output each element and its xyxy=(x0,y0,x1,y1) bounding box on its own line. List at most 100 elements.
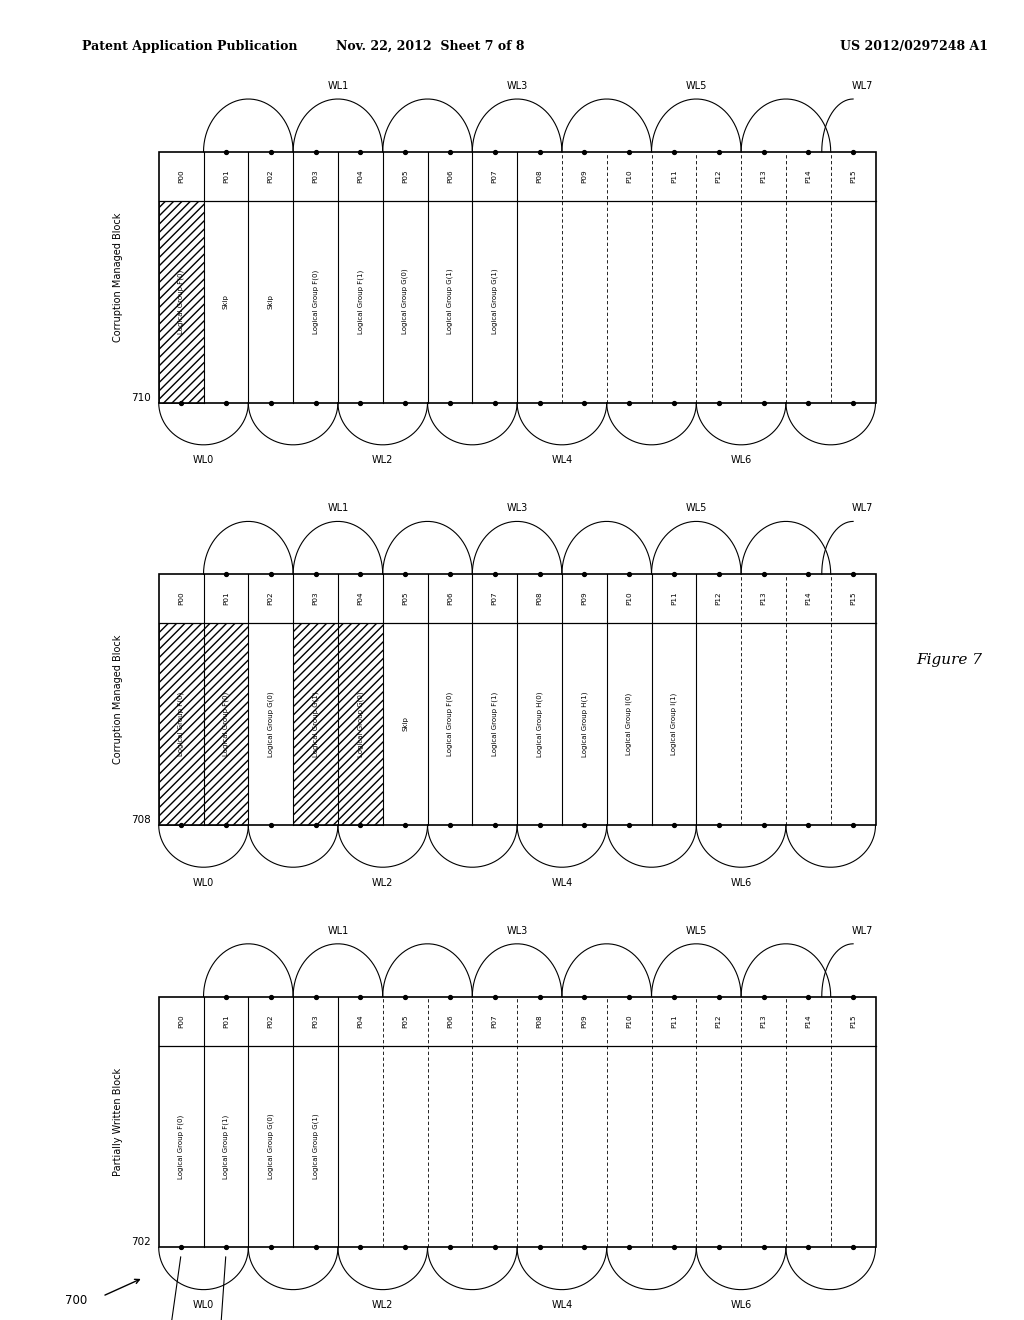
Text: Corruption Managed Block: Corruption Managed Block xyxy=(113,635,123,764)
Text: WL3: WL3 xyxy=(507,81,527,91)
Text: P08: P08 xyxy=(537,169,543,183)
Text: WL3: WL3 xyxy=(507,925,527,936)
Text: 700: 700 xyxy=(65,1294,87,1307)
Text: Skip: Skip xyxy=(402,717,409,731)
Text: Logical Group F(0): Logical Group F(0) xyxy=(446,692,454,756)
Text: P05: P05 xyxy=(402,591,409,606)
Text: Logical Group F(0): Logical Group F(0) xyxy=(312,269,318,334)
Text: P06: P06 xyxy=(446,1014,453,1028)
Text: P01: P01 xyxy=(223,169,229,183)
Text: P13: P13 xyxy=(761,591,767,606)
Text: P02: P02 xyxy=(267,591,273,606)
Text: P10: P10 xyxy=(626,591,632,606)
Text: Logical Group I(0): Logical Group I(0) xyxy=(626,693,633,755)
Text: WL3: WL3 xyxy=(507,503,527,513)
Text: P12: P12 xyxy=(716,1014,722,1028)
Text: Logical Group F(1): Logical Group F(1) xyxy=(222,1114,229,1179)
Text: P00: P00 xyxy=(178,591,184,606)
Text: P08: P08 xyxy=(537,1014,543,1028)
Text: Logical Group F(0): Logical Group F(0) xyxy=(178,692,184,756)
Text: WL6: WL6 xyxy=(730,878,752,888)
Text: P00: P00 xyxy=(178,1014,184,1028)
Text: Logical Group H(0): Logical Group H(0) xyxy=(537,692,543,756)
Text: Logical Group G(0): Logical Group G(0) xyxy=(267,1114,274,1179)
Text: P04: P04 xyxy=(357,169,364,183)
Text: P03: P03 xyxy=(312,1014,318,1028)
Text: WL5: WL5 xyxy=(686,503,707,513)
Bar xyxy=(159,623,204,825)
Bar xyxy=(159,152,876,403)
Text: 708: 708 xyxy=(131,814,151,825)
Text: P13: P13 xyxy=(761,169,767,183)
Text: WL2: WL2 xyxy=(372,455,393,466)
Text: Partially Written Block: Partially Written Block xyxy=(113,1068,123,1176)
Text: P02: P02 xyxy=(267,1014,273,1028)
Text: Logical Group G(1): Logical Group G(1) xyxy=(312,692,318,756)
Text: WL7: WL7 xyxy=(852,503,873,513)
Text: WL7: WL7 xyxy=(852,81,873,91)
Text: P01: P01 xyxy=(223,1014,229,1028)
Text: Skip: Skip xyxy=(267,294,273,309)
Text: Logical Group F(0): Logical Group F(0) xyxy=(222,692,229,756)
Text: P12: P12 xyxy=(716,169,722,183)
Text: WL5: WL5 xyxy=(686,925,707,936)
Text: WL2: WL2 xyxy=(372,1300,393,1311)
Text: Logical Group G(0): Logical Group G(0) xyxy=(267,692,274,756)
Text: P07: P07 xyxy=(492,591,498,606)
Text: WL0: WL0 xyxy=(193,455,214,466)
Text: WL2: WL2 xyxy=(372,878,393,888)
Text: Logical Group G(1): Logical Group G(1) xyxy=(312,1114,318,1179)
Text: P14: P14 xyxy=(805,1014,811,1028)
Bar xyxy=(338,623,383,825)
Text: WL0: WL0 xyxy=(193,1300,214,1311)
Text: P03: P03 xyxy=(312,169,318,183)
Text: Figure 7: Figure 7 xyxy=(916,653,982,667)
Text: WL1: WL1 xyxy=(328,503,348,513)
Text: P15: P15 xyxy=(850,591,856,606)
Text: P08: P08 xyxy=(537,591,543,606)
Text: Logical Group G(1): Logical Group G(1) xyxy=(446,269,454,334)
Bar xyxy=(159,574,876,825)
Text: 710: 710 xyxy=(131,392,151,403)
Text: P05: P05 xyxy=(402,1014,409,1028)
Text: P01: P01 xyxy=(223,591,229,606)
Text: WL1: WL1 xyxy=(328,925,348,936)
Text: Logical Group F(1): Logical Group F(1) xyxy=(492,692,498,756)
Text: WL6: WL6 xyxy=(730,1300,752,1311)
Text: P10: P10 xyxy=(626,169,632,183)
Text: Logical Group G(1): Logical Group G(1) xyxy=(492,269,498,334)
Text: P10: P10 xyxy=(626,1014,632,1028)
Text: P15: P15 xyxy=(850,1014,856,1028)
Text: Logical Group G(0): Logical Group G(0) xyxy=(401,269,409,334)
Text: US 2012/0297248 A1: US 2012/0297248 A1 xyxy=(840,40,988,53)
Text: 702: 702 xyxy=(131,1237,151,1247)
Text: Nov. 22, 2012  Sheet 7 of 8: Nov. 22, 2012 Sheet 7 of 8 xyxy=(336,40,524,53)
Bar xyxy=(159,997,876,1247)
Text: P02: P02 xyxy=(267,169,273,183)
Text: WL4: WL4 xyxy=(551,455,572,466)
Text: WL0: WL0 xyxy=(193,878,214,888)
Text: P15: P15 xyxy=(850,169,856,183)
Text: WL6: WL6 xyxy=(730,455,752,466)
Text: P00: P00 xyxy=(178,169,184,183)
Text: P09: P09 xyxy=(582,169,588,183)
Text: P11: P11 xyxy=(671,169,677,183)
Text: P07: P07 xyxy=(492,169,498,183)
Text: P09: P09 xyxy=(582,591,588,606)
Bar xyxy=(293,623,338,825)
Text: P14: P14 xyxy=(805,591,811,606)
Text: WL4: WL4 xyxy=(551,1300,572,1311)
Text: P06: P06 xyxy=(446,591,453,606)
Text: P05: P05 xyxy=(402,169,409,183)
Text: Logical Group G(0): Logical Group G(0) xyxy=(357,692,364,756)
Text: Logical Group F(1): Logical Group F(1) xyxy=(357,269,364,334)
Text: P09: P09 xyxy=(582,1014,588,1028)
Text: P04: P04 xyxy=(357,591,364,606)
Text: P11: P11 xyxy=(671,1014,677,1028)
Bar xyxy=(159,201,204,403)
Text: WL7: WL7 xyxy=(852,925,873,936)
Text: Skip: Skip xyxy=(223,294,229,309)
Text: Logical Group H(1): Logical Group H(1) xyxy=(581,692,588,756)
Text: Logical Group F(0): Logical Group F(0) xyxy=(178,269,184,334)
Text: P06: P06 xyxy=(446,169,453,183)
